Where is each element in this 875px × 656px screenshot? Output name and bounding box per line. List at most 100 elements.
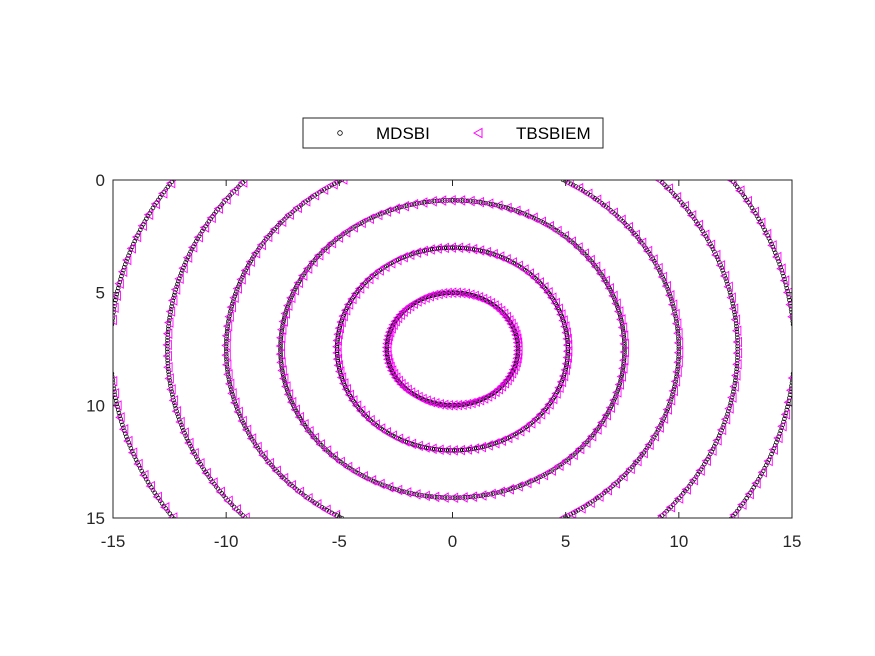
tbsbiem-point bbox=[688, 474, 699, 486]
mdsbi-point bbox=[113, 371, 115, 376]
mdsbi-point bbox=[790, 319, 792, 324]
tbsbiem-point bbox=[284, 209, 294, 220]
tbsbiem-point bbox=[277, 365, 287, 376]
tbsbiem-point bbox=[460, 288, 471, 300]
mdsbi-point bbox=[175, 411, 180, 417]
tbsbiem-point bbox=[174, 273, 184, 285]
tbsbiem-point bbox=[610, 478, 620, 489]
tbsbiem-point bbox=[544, 220, 554, 232]
mdsbi-point bbox=[617, 311, 622, 316]
tbsbiem-point bbox=[616, 314, 626, 325]
mdsbi-point bbox=[675, 364, 681, 369]
tbsbiem-point bbox=[751, 478, 761, 489]
tbsbiem-point bbox=[673, 356, 683, 368]
tbsbiem-point bbox=[481, 246, 492, 258]
mdsbi-point bbox=[775, 437, 780, 442]
mdsbi-point bbox=[285, 305, 290, 310]
tbsbiem-point bbox=[434, 444, 444, 455]
tbsbiem-point bbox=[716, 424, 727, 436]
tbsbiem-point bbox=[665, 395, 676, 406]
tbsbiem-point bbox=[494, 251, 505, 262]
mdsbi-point bbox=[279, 362, 284, 367]
tbsbiem-point bbox=[215, 486, 225, 498]
tbsbiem-point bbox=[276, 357, 286, 368]
tbsbiem-point bbox=[279, 373, 289, 384]
tbsbiem-point bbox=[585, 497, 595, 508]
tbsbiem-point bbox=[375, 423, 386, 434]
mdsbi-point bbox=[790, 371, 792, 376]
mdsbi-point bbox=[229, 389, 235, 395]
tbsbiem-point bbox=[446, 287, 457, 298]
tbsbiem-point bbox=[434, 398, 444, 410]
tbsbiem-point bbox=[113, 302, 119, 314]
y-axis: 0 5 10 15 bbox=[86, 171, 792, 528]
tbsbiem-point bbox=[642, 245, 653, 257]
tbsbiem-point bbox=[348, 395, 358, 406]
tbsbiem-point bbox=[581, 437, 591, 448]
tbsbiem-point bbox=[179, 427, 189, 438]
tbsbiem-point bbox=[359, 278, 369, 289]
tbsbiem-point bbox=[262, 231, 273, 243]
mdsbi-point bbox=[225, 326, 230, 331]
tbsbiem-point bbox=[657, 271, 668, 283]
mdsbi-point bbox=[675, 329, 681, 334]
tbsbiem-point bbox=[387, 430, 397, 441]
tbsbiem-point bbox=[761, 228, 772, 240]
tbsbiem-point bbox=[742, 195, 752, 207]
mdsbi-point bbox=[675, 323, 680, 329]
x-tick-label: -10 bbox=[214, 532, 239, 551]
tbsbiem-point bbox=[241, 424, 252, 436]
tbsbiem-point bbox=[686, 210, 697, 221]
mdsbi-point bbox=[616, 384, 622, 389]
tbsbiem-point bbox=[401, 487, 412, 498]
tbsbiem-point bbox=[576, 503, 586, 514]
tbsbiem-point bbox=[483, 198, 494, 209]
tbsbiem-point bbox=[350, 288, 361, 299]
mdsbi-point bbox=[621, 335, 627, 341]
tbsbiem-point bbox=[289, 284, 299, 296]
tbsbiem-point bbox=[375, 478, 385, 490]
tbsbiem-point bbox=[619, 338, 629, 350]
mdsbi-point bbox=[470, 199, 476, 204]
tbsbiem-point bbox=[594, 491, 604, 502]
tbsbiem-point bbox=[332, 347, 342, 359]
mdsbi-point bbox=[768, 238, 773, 244]
tbsbiem-point bbox=[625, 463, 635, 475]
mdsbi-point bbox=[442, 495, 448, 500]
tbsbiem-point bbox=[502, 202, 512, 214]
tbsbiem-point bbox=[276, 216, 287, 227]
mdsbi-point bbox=[724, 414, 729, 419]
tbsbiem-point bbox=[539, 281, 549, 293]
tbsbiem-point bbox=[164, 317, 174, 328]
tbsbiem-point bbox=[493, 383, 503, 395]
mdsbi-point bbox=[168, 306, 174, 312]
mdsbi-point bbox=[286, 300, 292, 306]
mdsbi-point bbox=[182, 262, 187, 268]
mdsbi-point bbox=[394, 206, 400, 211]
mdsbi-point bbox=[283, 382, 288, 387]
mdsbi-point bbox=[169, 389, 174, 394]
tbsbiem-point bbox=[383, 354, 393, 365]
mdsbi-point bbox=[517, 483, 523, 489]
tbsbiem-point bbox=[558, 315, 568, 326]
tbsbiem-point bbox=[638, 447, 648, 459]
mdsbi-point bbox=[729, 298, 735, 303]
tbsbiem-point bbox=[321, 504, 331, 516]
tbsbiem-point bbox=[693, 219, 704, 231]
tbsbiem-point bbox=[437, 288, 448, 299]
tbsbiem-point bbox=[424, 290, 434, 302]
tbsbiem-point bbox=[224, 311, 234, 322]
mdsbi-point bbox=[772, 250, 778, 255]
tbsbiem-point bbox=[406, 438, 417, 450]
tbsbiem-point bbox=[661, 280, 672, 292]
tbsbiem-point bbox=[343, 299, 354, 310]
mdsbi-point bbox=[719, 265, 724, 270]
tbsbiem-point bbox=[182, 252, 193, 263]
tbsbiem-point bbox=[777, 420, 787, 432]
mdsbi-point bbox=[387, 485, 392, 490]
tbsbiem-point bbox=[117, 266, 128, 278]
tbsbiem-point bbox=[299, 419, 309, 430]
tbsbiem-point bbox=[458, 492, 468, 503]
mdsbi-point bbox=[675, 326, 680, 331]
